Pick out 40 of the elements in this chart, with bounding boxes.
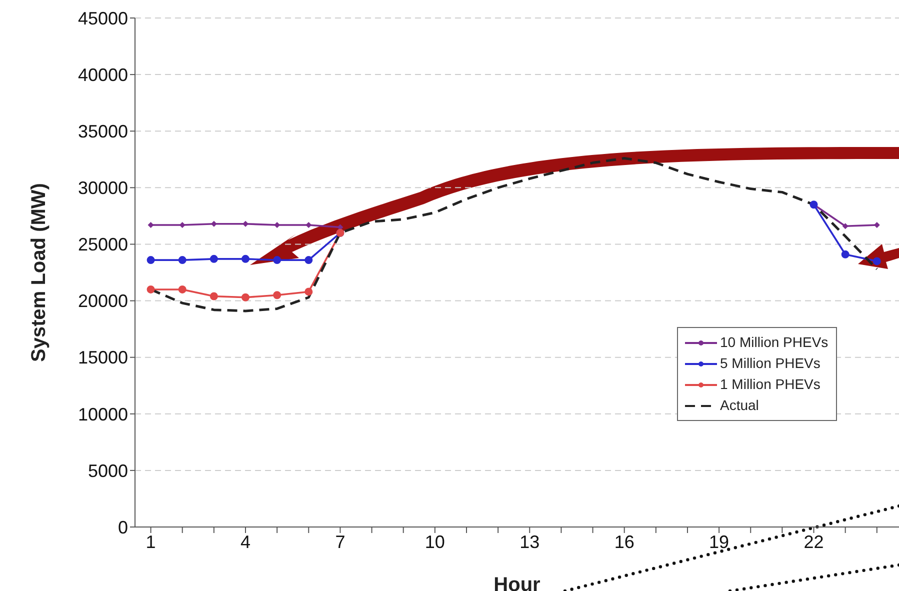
legend-label: 10 Million PHEVs [720, 333, 828, 352]
point [210, 292, 218, 300]
legend-label: 1 Million PHEVs [720, 375, 820, 394]
y-axis-title: System Load (MW) [28, 183, 50, 362]
x-tick-label: 7 [335, 532, 346, 552]
point [872, 257, 881, 266]
point [178, 256, 186, 264]
x-tick-label: 19 [709, 532, 730, 552]
x-tick-label: 22 [804, 532, 824, 552]
x-tick-label: 16 [614, 532, 634, 552]
point [241, 293, 250, 302]
legend-label: Actual [720, 396, 759, 415]
point [842, 223, 848, 230]
point [304, 256, 313, 264]
point [146, 256, 155, 264]
point [148, 222, 154, 228]
point [841, 250, 850, 258]
point [304, 288, 313, 296]
y-tick-label: 25000 [78, 234, 128, 255]
x-tick-label: 4 [240, 532, 251, 552]
x-tick-label: 1 [146, 532, 156, 552]
x-axis-title: Hour [494, 574, 541, 591]
y-tick-label: 20000 [78, 291, 128, 312]
point [210, 254, 218, 263]
point [178, 285, 186, 294]
y-tick-label: 5000 [88, 460, 128, 481]
y-tick-label: 15000 [78, 348, 128, 368]
point [273, 291, 282, 300]
y-tick-label: 45000 [78, 8, 128, 28]
point [241, 254, 250, 263]
y-tick-label: 0 [118, 517, 128, 538]
y-tick-label: 40000 [78, 64, 128, 85]
x-tick-label: 13 [520, 532, 540, 552]
point [273, 256, 282, 264]
x-tick-label: 10 [424, 532, 445, 552]
y-tick-label: 10000 [78, 404, 128, 424]
y-tick-label: 35000 [78, 122, 128, 142]
legend-label: 5 Million PHEVs [720, 354, 820, 373]
y-tick-label: 30000 [78, 178, 128, 198]
point [146, 285, 155, 294]
